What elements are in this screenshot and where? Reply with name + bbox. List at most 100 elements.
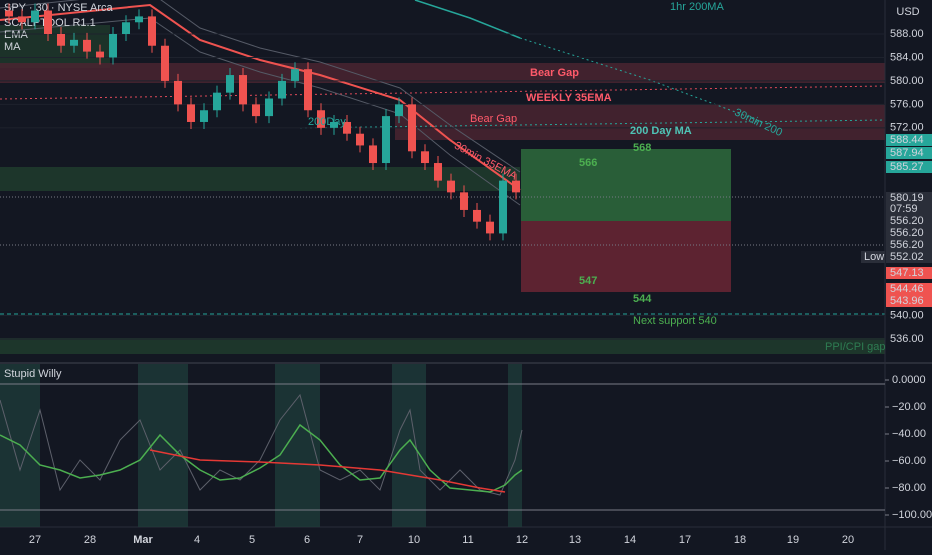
low-label: Low [864,251,884,263]
profit-box [521,149,731,221]
candle [317,110,325,128]
date-label: 5 [249,534,255,546]
date-label: 4 [194,534,200,546]
date-label: 7 [357,534,363,546]
price-tag-label: 544.46 [890,283,924,295]
hr-ma-line [414,0,521,39]
price-tick-label: 580.00 [890,75,924,87]
shade [138,364,188,527]
candle [109,34,117,58]
price-tag [886,134,932,146]
candle [369,145,377,164]
price-tick-label: 588.00 [890,28,924,40]
ema-band [0,0,521,206]
drawings [0,0,886,315]
price-tag [886,239,932,251]
annotation: 200 Day MA [630,125,692,137]
indicator-lines [0,393,523,496]
annotation: 1hr 200MA [670,1,724,13]
indicator-tick-label: −100.00 [892,509,932,521]
currency[interactable]: USD [896,6,919,18]
price-tick-label: 576.00 [890,98,924,110]
date-label: 13 [569,534,581,546]
date-label: Mar [133,534,153,546]
annotation: WEEKLY 35EMA [526,92,612,104]
candle [382,116,390,164]
date-label: 6 [304,534,310,546]
candle [122,22,130,34]
candle [239,75,247,105]
candle [343,121,351,134]
candle [512,180,520,193]
candle [161,45,169,81]
candle [213,92,221,111]
candle [44,10,52,34]
candle [408,104,416,152]
candle [499,180,507,234]
candle [356,133,364,146]
indicator-name: Stupid Willy [4,368,62,380]
candle [252,104,260,117]
price-tag-label: 543.96 [890,295,924,307]
price-tag-label: 585.27 [890,161,924,173]
shade [392,364,426,527]
candle [31,10,39,23]
candle [291,69,299,81]
date-label: 20 [842,534,854,546]
price-tick-label: 540.00 [890,309,924,321]
indicator-tick-label: −80.00 [892,482,926,494]
candle [330,121,338,128]
candle [226,75,234,93]
price-tag [886,283,932,295]
candle [148,16,156,46]
price-tag-label: 556.20 [890,215,924,227]
price-tag [886,251,932,263]
candle [265,98,273,117]
annotation: 547 [579,275,597,287]
date-label: 11 [462,534,473,546]
zone [0,25,110,68]
annotation: Bear Gap [470,113,517,125]
candle [187,104,195,122]
date-label: 28 [84,534,96,546]
annotation: 566 [579,157,597,169]
date-label: 17 [679,534,691,546]
shade [508,364,522,527]
zone [395,104,885,140]
loss-box [521,221,731,292]
date-label: 12 [516,534,528,546]
candle [395,104,403,117]
candle [70,39,78,46]
indicator-shading [0,364,522,527]
date-label: 19 [787,534,799,546]
candle [83,39,91,52]
price-tag-label: 580.19 [890,192,924,204]
price-tag [886,161,932,173]
price-tag [886,147,932,159]
price-tag [886,215,932,227]
price-tag [886,267,932,279]
price-tag-label: 556.20 [890,239,924,251]
candle [5,10,13,17]
shade [275,364,320,527]
price-tick-label: 572.00 [890,122,924,134]
candle [486,221,494,234]
price-tick-label: 536.00 [890,333,924,345]
date-label: 10 [408,534,420,546]
price-tag-label: 588.44 [890,134,924,146]
indicator-tick-label: −40.00 [892,428,926,440]
annotation: 568 [633,142,651,154]
indicator-tick-label: 0.0000 [892,374,926,386]
candle [200,110,208,122]
zone [0,63,885,83]
annotation: Next support 540 [633,315,717,327]
candle [174,80,182,105]
price-tag [886,192,932,204]
price-tick-label: 584.00 [890,51,924,63]
date-label: 18 [734,534,746,546]
zone [0,167,520,191]
zone [0,338,885,354]
zones [0,25,885,354]
low-tag [861,251,885,263]
